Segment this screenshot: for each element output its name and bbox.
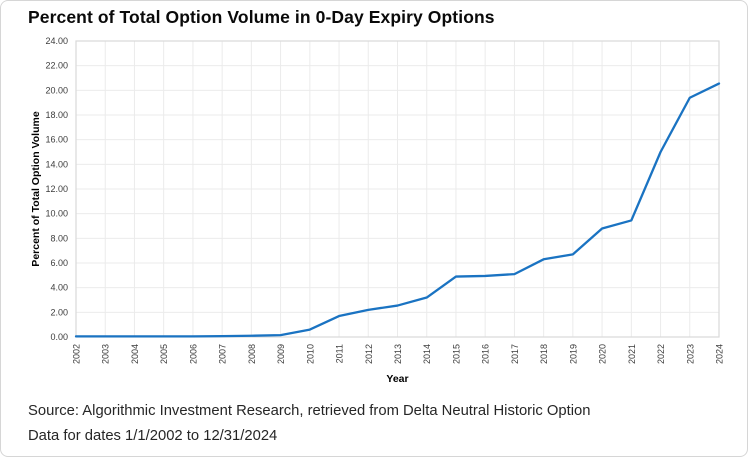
- x-axis-tick-label: 2019: [568, 344, 578, 364]
- y-axis-tick-label: 16.00: [45, 135, 68, 145]
- y-axis-tick-label: 10.00: [45, 209, 68, 219]
- x-axis-tick-label: 2008: [247, 344, 257, 364]
- x-axis-tick-label: 2023: [685, 344, 695, 364]
- x-axis-tick-label: 2012: [364, 344, 374, 364]
- y-axis-tick-label: 14.00: [45, 159, 68, 169]
- x-axis-tick-label: 2011: [335, 344, 345, 363]
- y-axis-title: Percent of Total Option Volume: [30, 111, 42, 267]
- y-axis-tick-label: 0.00: [50, 332, 68, 342]
- y-axis-tick-label: 4.00: [50, 283, 68, 293]
- line-chart: 0.00 2.00 4.00 6.00 8.00 10.00 12.00 14.00 16.00…: [30, 36, 725, 385]
- x-axis-tick-label: 2024: [715, 344, 725, 364]
- x-axis-tick-label: 2014: [422, 344, 432, 364]
- x-axis-tick-label: 2005: [159, 344, 169, 364]
- data-line-series: [74, 82, 721, 338]
- x-axis-tick-label: 2006: [188, 344, 198, 364]
- x-axis-tick-label: 2021: [627, 344, 637, 364]
- y-axis-tick-label: 22.00: [45, 61, 68, 71]
- plot-border: [75, 40, 720, 338]
- x-axis-tick-label: 2010: [305, 344, 315, 364]
- x-axis-tick-label: 2015: [451, 344, 461, 364]
- x-axis-tick-label: 2020: [598, 344, 608, 364]
- y-axis-tick-label: 8.00: [50, 233, 68, 243]
- x-axis-tick-label: 2007: [218, 344, 228, 364]
- y-axis-tick-label: 24.00: [45, 36, 68, 46]
- x-axis-tick-label: 2017: [510, 344, 520, 364]
- y-axis-tick-label: 20.00: [45, 85, 68, 95]
- x-axis-tick-label: 2002: [72, 344, 82, 364]
- x-axis-tick-label: 2004: [130, 344, 140, 364]
- source-line-2: Data for dates 1/1/2002 to 12/31/2024: [28, 428, 278, 444]
- y-axis-tick-label: 12.00: [45, 184, 68, 194]
- y-axis-tick-label: 6.00: [50, 258, 68, 268]
- x-axis-title: Year: [386, 373, 408, 385]
- y-axis-tick-label: 2.00: [50, 307, 68, 317]
- x-axis-tick-label: 2003: [101, 344, 111, 364]
- x-axis-tick-label: 2013: [393, 344, 403, 364]
- chart-title: Percent of Total Option Volume in 0-Day …: [28, 7, 495, 27]
- x-axis-tick-label: 2022: [656, 344, 666, 364]
- x-axis-tick-label: 2018: [539, 344, 549, 364]
- source-line-1: Source: Algorithmic Investment Research,…: [28, 403, 591, 419]
- source-note: Source: Algorithmic Investment Research,…: [28, 399, 591, 449]
- y-axis-tick-label: 18.00: [45, 110, 68, 120]
- x-axis-tick-label: 2016: [481, 344, 491, 364]
- x-axis-tick-label: 2009: [276, 344, 286, 364]
